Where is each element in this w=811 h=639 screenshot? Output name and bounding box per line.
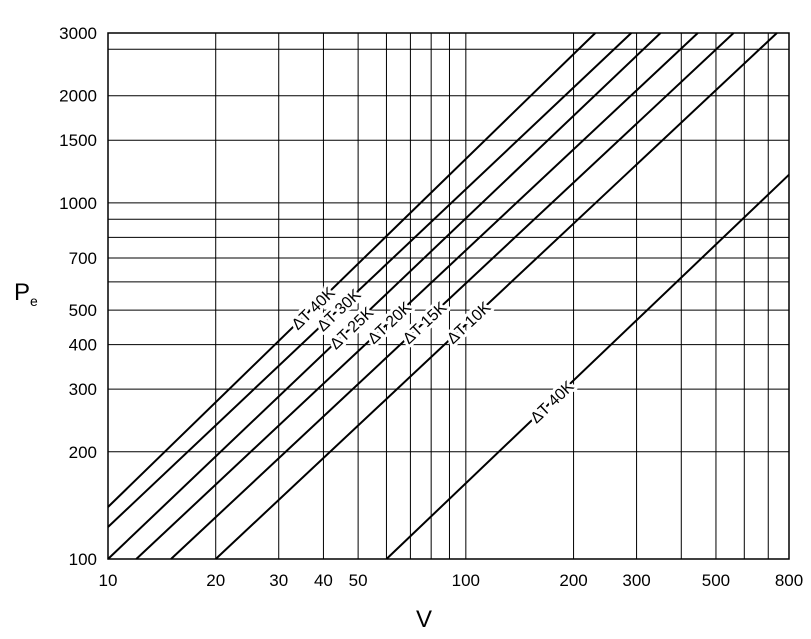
x-tick-label: 200: [559, 571, 587, 590]
y-tick-label: 700: [69, 249, 97, 268]
y-tick-label: 1500: [59, 131, 97, 150]
y-tick-label: 300: [69, 380, 97, 399]
y-axis-title: Pe: [14, 279, 38, 309]
x-tick-label: 300: [622, 571, 650, 590]
series-line: [215, 32, 778, 560]
y-axis-title-subscript: e: [30, 293, 38, 309]
series-label: ΔT 10K: [444, 299, 495, 348]
plot-frame: [107, 32, 790, 560]
y-tick-label: 3000: [59, 24, 97, 43]
series-line: [107, 32, 596, 508]
grid: [108, 33, 789, 559]
y-tick-label: 1000: [59, 194, 97, 213]
x-tick-label: 500: [702, 571, 730, 590]
x-axis-title: V: [416, 606, 432, 633]
x-tick-label: 50: [349, 571, 368, 590]
x-tick-label: 100: [452, 571, 480, 590]
y-tick-label: 500: [69, 301, 97, 320]
x-tick-label: 20: [206, 571, 225, 590]
tick-labels: 10 20 30 40 50 100 200 300 500 800 100 200 300 400 500…: [59, 24, 803, 590]
series-lines: [107, 32, 790, 560]
series-line: [135, 32, 699, 560]
x-tick-label: 40: [314, 571, 333, 590]
series-line: [170, 32, 735, 560]
y-tick-label: 400: [69, 336, 97, 355]
series-line: [107, 32, 662, 560]
y-tick-label: 2000: [59, 87, 97, 106]
series-line: [107, 32, 632, 528]
x-tick-label: 800: [775, 571, 803, 590]
y-tick-label: 100: [69, 550, 97, 569]
x-tick-label: 30: [269, 571, 288, 590]
x-tick-label: 10: [99, 571, 118, 590]
series-line: [385, 173, 790, 560]
y-axis-title-main: P: [14, 279, 30, 306]
series-label: ΔT 40K: [527, 378, 577, 427]
y-tick-label: 200: [69, 443, 97, 462]
